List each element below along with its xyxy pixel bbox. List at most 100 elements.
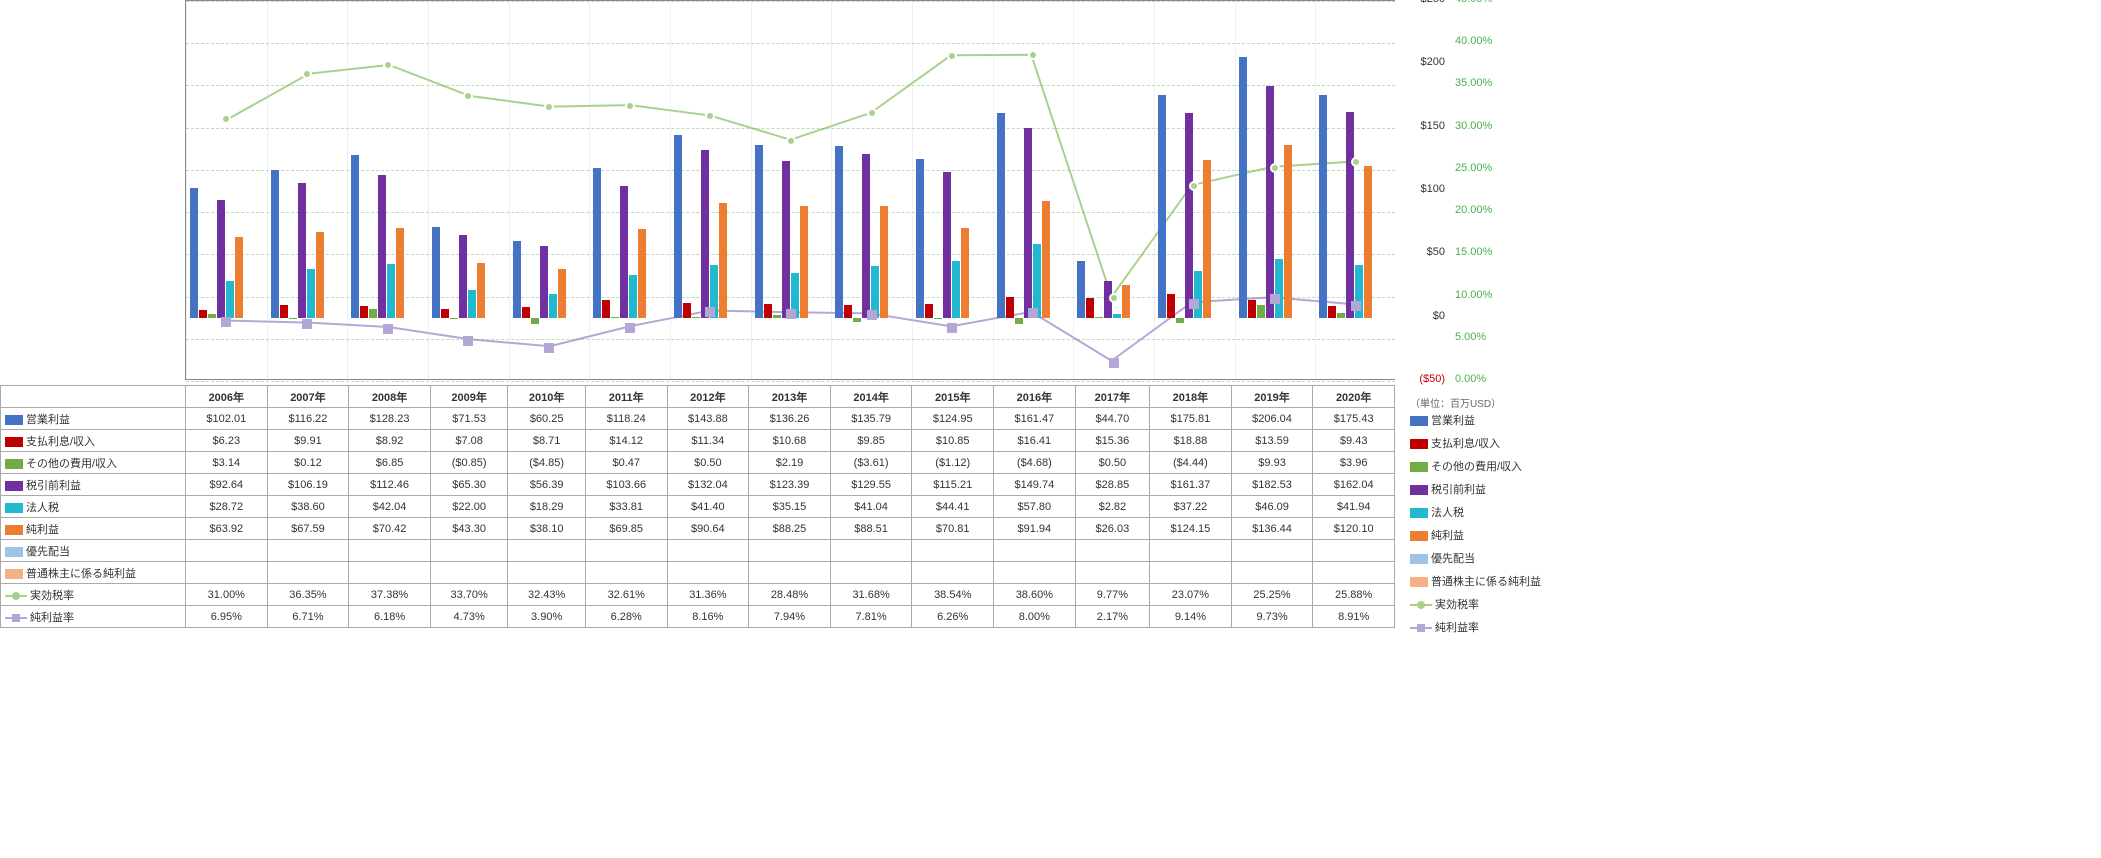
- bar-pbt: [1024, 128, 1032, 318]
- marker-etr: [1028, 50, 1038, 60]
- year-header: 2006年: [186, 386, 268, 408]
- data-cell: 31.00%: [186, 584, 268, 606]
- data-cell: $13.59: [1231, 430, 1313, 452]
- data-cell: $92.64: [186, 474, 268, 496]
- chart-area: [185, 0, 1395, 380]
- data-cell: 31.36%: [667, 584, 749, 606]
- data-cell: $41.04: [830, 496, 912, 518]
- data-cell: ($0.85): [430, 452, 508, 474]
- bar-oth: [1337, 313, 1345, 318]
- data-cell: $35.15: [749, 496, 831, 518]
- bar-int: [1006, 297, 1014, 318]
- data-cell: $41.94: [1313, 496, 1395, 518]
- data-cell: $91.94: [994, 518, 1076, 540]
- data-cell: $88.25: [749, 518, 831, 540]
- bar-pbt: [378, 175, 386, 317]
- data-cell: 6.26%: [912, 606, 994, 628]
- data-cell: [585, 562, 667, 584]
- data-cell: $26.03: [1075, 518, 1149, 540]
- bar-ni: [1364, 166, 1372, 318]
- gridline: [186, 254, 1395, 255]
- data-cell: $112.46: [349, 474, 431, 496]
- gridline: [186, 1, 1395, 2]
- data-cell: $3.14: [186, 452, 268, 474]
- bar-pbt: [943, 172, 951, 318]
- data-cell: $63.92: [186, 518, 268, 540]
- data-cell: $70.42: [349, 518, 431, 540]
- data-cell: $175.43: [1313, 408, 1395, 430]
- gridline-v: [347, 1, 348, 379]
- bar-ni: [638, 229, 646, 317]
- marker-npm: [625, 323, 635, 333]
- bar-tax: [549, 294, 557, 317]
- data-cell: [585, 540, 667, 562]
- data-cell: $41.40: [667, 496, 749, 518]
- row-label: 純利益率: [1, 606, 186, 628]
- data-cell: [267, 562, 349, 584]
- marker-etr: [947, 51, 957, 61]
- y1-tick: $50: [1427, 246, 1445, 258]
- marker-npm: [544, 343, 554, 353]
- marker-etr: [786, 136, 796, 146]
- y2-tick: 0.00%: [1455, 373, 1486, 385]
- bar-pbt: [862, 154, 870, 318]
- table-row: 純利益率6.95%6.71%6.18%4.73%3.90%6.28%8.16%7…: [1, 606, 1395, 628]
- gridline-v: [428, 1, 429, 379]
- bar-pbt: [782, 161, 790, 317]
- legend-item: 優先配当: [1410, 548, 1660, 571]
- gridline: [186, 43, 1395, 44]
- table-row: 営業利益$102.01$116.22$128.23$71.53$60.25$11…: [1, 408, 1395, 430]
- bar-op: [916, 159, 924, 317]
- data-cell: $0.47: [585, 452, 667, 474]
- marker-etr: [705, 111, 715, 121]
- bar-op: [513, 241, 521, 317]
- marker-etr: [867, 108, 877, 118]
- bar-tax: [226, 281, 234, 317]
- data-cell: $7.08: [430, 430, 508, 452]
- bar-op: [1239, 57, 1247, 318]
- data-cell: $37.22: [1150, 496, 1232, 518]
- data-cell: $175.81: [1150, 408, 1232, 430]
- row-label: その他の費用/収入: [1, 452, 186, 474]
- row-label: 優先配当: [1, 540, 186, 562]
- legend-item: 普通株主に係る純利益: [1410, 571, 1660, 594]
- data-cell: 32.43%: [508, 584, 586, 606]
- bar-ni: [477, 263, 485, 318]
- data-cell: $206.04: [1231, 408, 1313, 430]
- data-cell: $43.30: [430, 518, 508, 540]
- bar-op: [271, 170, 279, 317]
- y2-tick: 30.00%: [1455, 120, 1492, 132]
- legend-item: 法人税: [1410, 502, 1660, 525]
- data-cell: [912, 562, 994, 584]
- data-cell: 7.81%: [830, 606, 912, 628]
- data-cell: [667, 540, 749, 562]
- data-cell: $56.39: [508, 474, 586, 496]
- bar-int: [844, 305, 852, 317]
- data-cell: 8.91%: [1313, 606, 1395, 628]
- bar-oth: [1176, 318, 1184, 324]
- data-cell: [912, 540, 994, 562]
- y2-tick: 15.00%: [1455, 246, 1492, 258]
- data-cell: [994, 562, 1076, 584]
- row-label: 支払利息/収入: [1, 430, 186, 452]
- data-cell: 37.38%: [349, 584, 431, 606]
- year-header: 2012年: [667, 386, 749, 408]
- bar-op: [1077, 261, 1085, 318]
- marker-npm: [1351, 301, 1361, 311]
- data-cell: $15.36: [1075, 430, 1149, 452]
- legend-item: 税引前利益: [1410, 479, 1660, 502]
- marker-npm: [947, 323, 957, 333]
- marker-npm: [867, 310, 877, 320]
- gridline-v: [509, 1, 510, 379]
- bar-ni: [1203, 160, 1211, 317]
- y2-tick: 10.00%: [1455, 289, 1492, 301]
- legend-item: 実効税率: [1410, 594, 1660, 617]
- bar-int: [1328, 306, 1336, 318]
- year-header: 2013年: [749, 386, 831, 408]
- bar-tax: [468, 290, 476, 318]
- data-cell: $18.88: [1150, 430, 1232, 452]
- bar-op: [432, 227, 440, 318]
- data-cell: [1075, 562, 1149, 584]
- data-cell: $116.22: [267, 408, 349, 430]
- y2-tick: 40.00%: [1455, 35, 1492, 47]
